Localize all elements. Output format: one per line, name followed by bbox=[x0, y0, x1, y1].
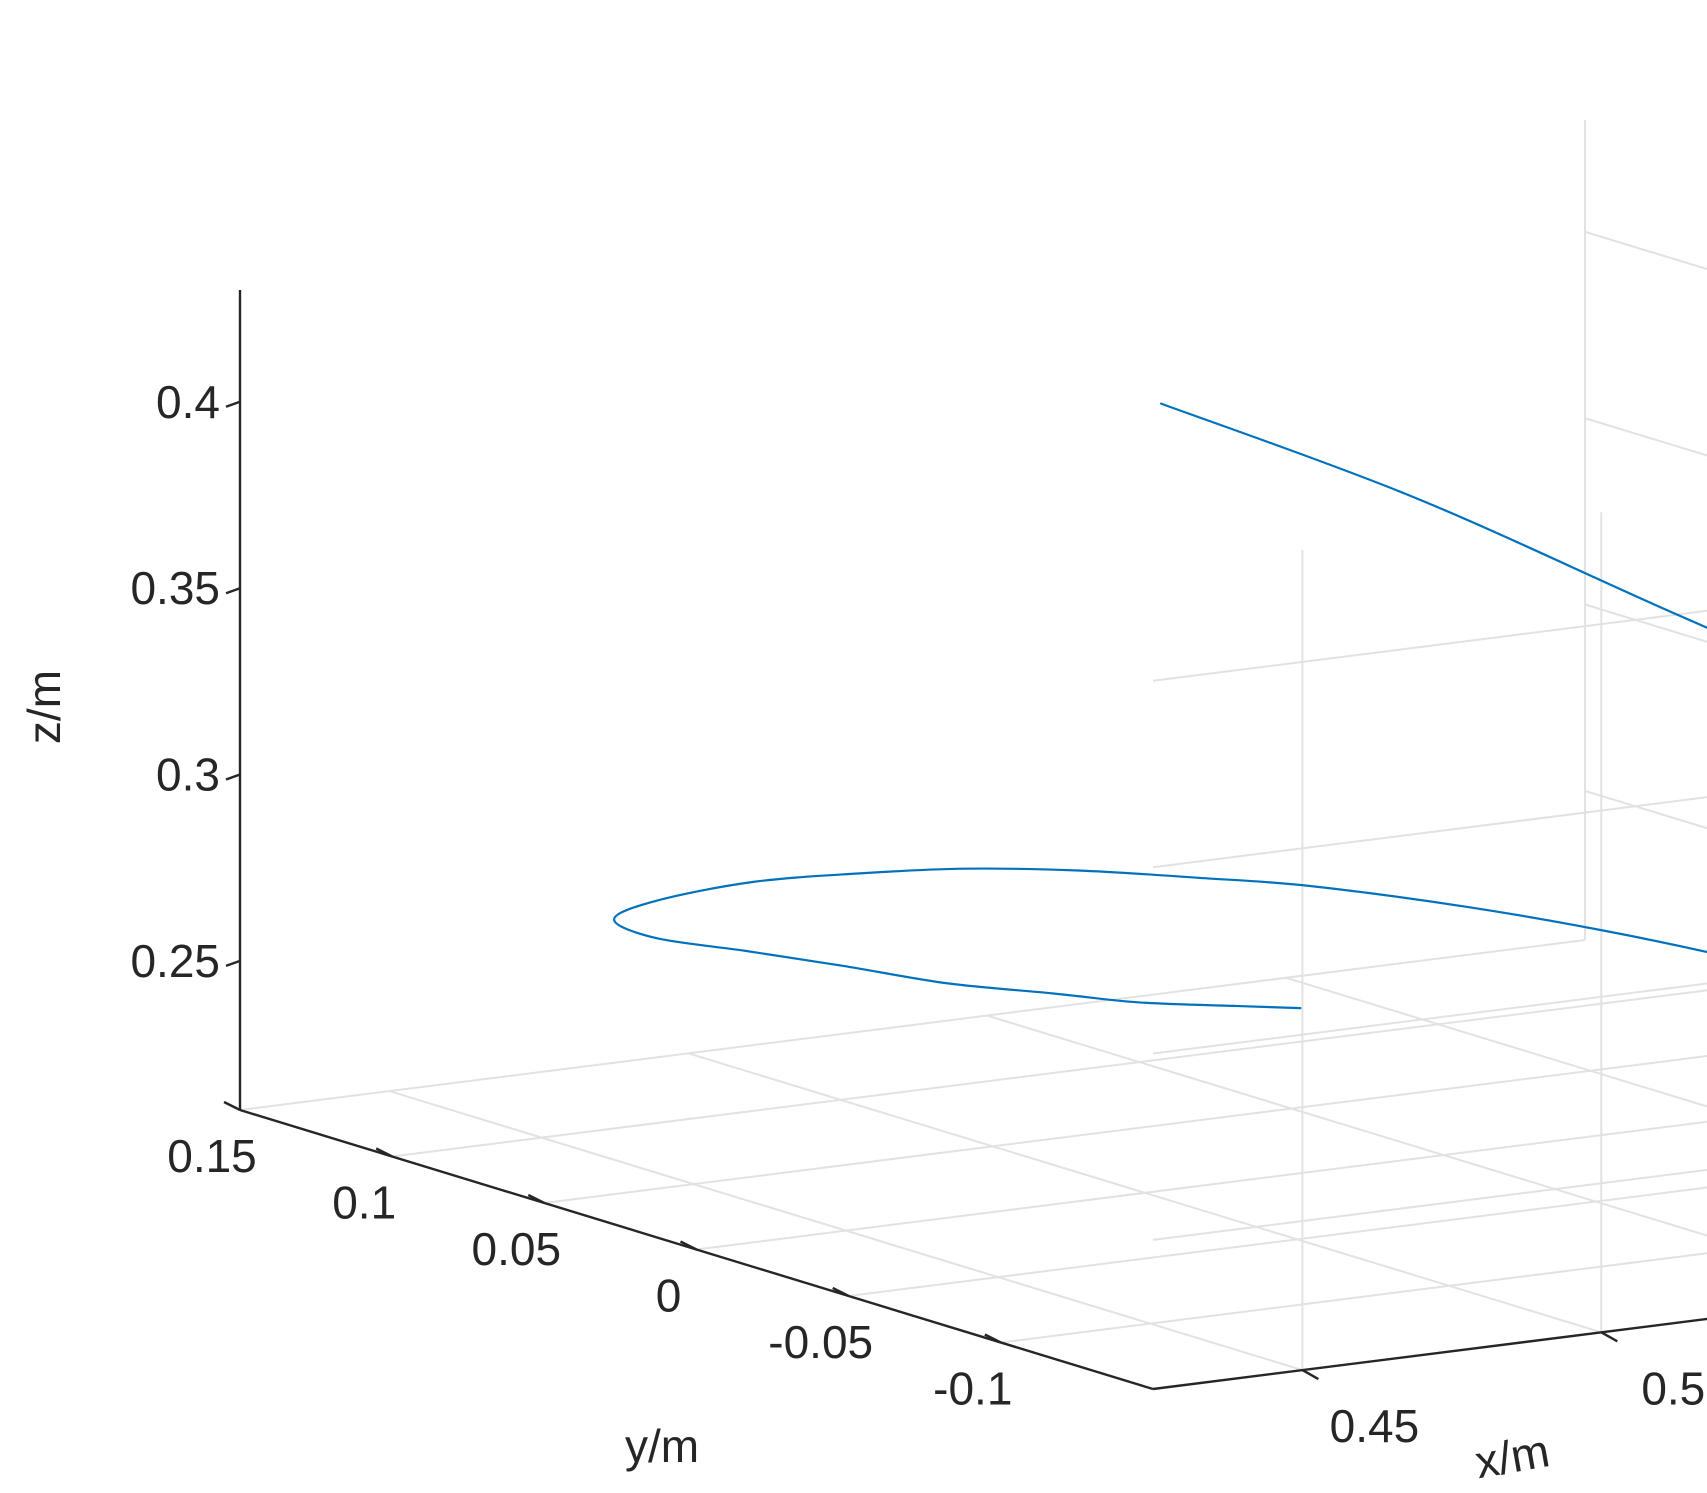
grid-line-floor-x bbox=[688, 1052, 1602, 1334]
z-tick bbox=[225, 400, 241, 408]
y-tick-label: -0.05 bbox=[768, 1316, 873, 1368]
y-tick-label: -0.1 bbox=[933, 1363, 1012, 1415]
z-tick-label: 0.3 bbox=[156, 749, 220, 801]
grid-line-wall-x-horizontal bbox=[1584, 230, 1707, 271]
x-axis-line bbox=[1152, 1317, 1707, 1391]
y-tick bbox=[679, 1240, 698, 1251]
y-tick bbox=[984, 1333, 1002, 1344]
z-tick-label: 0.25 bbox=[130, 935, 220, 987]
grid-line-wall-x-horizontal bbox=[1584, 417, 1707, 457]
y-axis-label: y/m bbox=[625, 1420, 699, 1472]
grid-line-wall-y-horizontal bbox=[1152, 609, 1707, 682]
label-layer: x/m y/m z/m 0.25 0.3 0.35 0.4 0.15 0.1 0.05 0 -0… bbox=[18, 376, 1705, 1488]
z-tick bbox=[225, 959, 241, 968]
y-tick-label: 0.15 bbox=[167, 1130, 257, 1182]
axes-layer bbox=[223, 290, 1707, 1391]
z-tick-label: 0.35 bbox=[130, 562, 220, 614]
grid-line-floor-x bbox=[986, 1014, 1707, 1237]
grid-line-floor-y bbox=[239, 939, 1586, 1111]
series-line-0 bbox=[613, 402, 1707, 1010]
x-tick-label: 0.5 bbox=[1641, 1362, 1705, 1414]
grid-line-floor-x bbox=[1285, 976, 1707, 1108]
y-tick-label: 0.1 bbox=[332, 1177, 396, 1229]
z-axis-label: z/m bbox=[18, 670, 70, 744]
grid-line-floor-y bbox=[392, 989, 1707, 1158]
y-tick-label: 0.05 bbox=[472, 1223, 562, 1275]
z-tick bbox=[225, 587, 241, 595]
grid-line-floor-x bbox=[389, 1090, 1303, 1372]
grid-line-wall-y-horizontal bbox=[1152, 982, 1707, 1055]
x-axis-label: x/m bbox=[1471, 1424, 1553, 1488]
y-tick bbox=[375, 1147, 393, 1158]
grid-line-floor-y bbox=[696, 1120, 1707, 1251]
grid-line-floor-y bbox=[544, 1055, 1707, 1204]
grid-line-wall-x-horizontal bbox=[1584, 603, 1707, 643]
x-tick bbox=[1600, 1331, 1618, 1343]
grid-layer bbox=[239, 120, 1707, 1372]
y-tick bbox=[527, 1193, 545, 1205]
y-tick-label: 0 bbox=[656, 1270, 682, 1322]
grid-line-floor-y bbox=[1000, 1252, 1707, 1344]
grid-line-wall-y-horizontal bbox=[1152, 1168, 1707, 1241]
grid-line-wall-y-horizontal bbox=[1152, 796, 1707, 869]
z-tick-label: 0.4 bbox=[156, 376, 220, 428]
curve-layer bbox=[613, 402, 1707, 1010]
z-tick bbox=[225, 773, 241, 781]
y-tick bbox=[832, 1286, 850, 1298]
y-tick bbox=[223, 1100, 241, 1112]
grid-line-floor-y bbox=[848, 1186, 1707, 1297]
x-tick bbox=[1301, 1369, 1319, 1381]
x-tick-label: 0.45 bbox=[1330, 1400, 1420, 1452]
